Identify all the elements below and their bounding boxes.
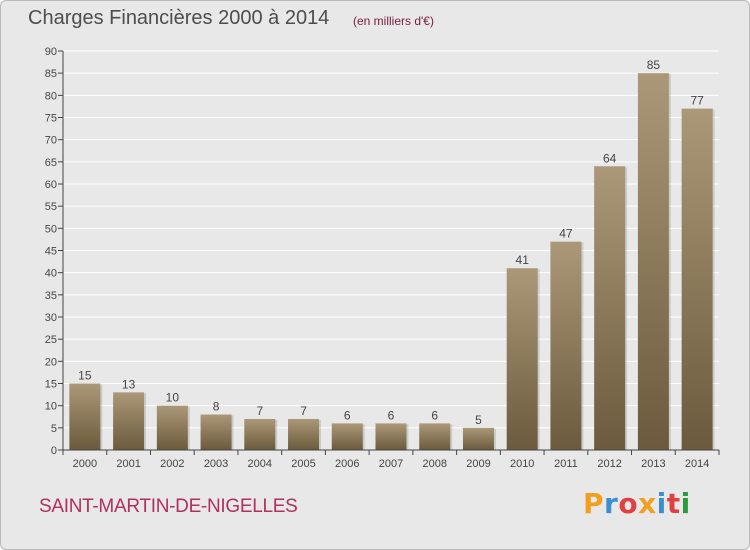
y-tick-label: 80	[45, 90, 57, 102]
brand-letter: r	[604, 487, 619, 520]
brand-letter: i	[656, 487, 667, 520]
bar-value-label: 85	[647, 58, 661, 72]
y-tick-label: 60	[45, 179, 57, 191]
x-tick-label: 2002	[160, 458, 184, 470]
bar-value-label: 77	[690, 94, 704, 108]
x-tick-label: 2009	[466, 458, 490, 470]
bar	[288, 418, 320, 450]
bar-value-label: 64	[603, 151, 617, 165]
x-tick-label: 2003	[204, 458, 228, 470]
bar	[113, 392, 145, 450]
bar	[156, 405, 188, 450]
bar	[462, 427, 494, 450]
bar-value-label: 6	[344, 408, 351, 422]
commune-name: SAINT-MARTIN-DE-NIGELLES	[39, 496, 298, 517]
y-tick-label: 0	[51, 445, 57, 457]
bar	[419, 423, 451, 450]
y-tick-label: 10	[45, 401, 57, 413]
bar	[681, 108, 713, 450]
x-tick-label: 2000	[73, 458, 97, 470]
brand-letter: x	[638, 487, 657, 520]
bar	[331, 423, 363, 450]
y-tick-label: 40	[45, 268, 57, 280]
bar-value-label: 10	[166, 391, 180, 405]
y-tick-label: 5	[51, 423, 57, 435]
bar-value-label: 7	[256, 404, 263, 418]
bar	[375, 423, 407, 450]
y-tick-label: 65	[45, 157, 57, 169]
chart-subtitle: (en milliers d'€)	[353, 14, 434, 28]
y-tick-label: 45	[45, 246, 57, 258]
bar	[550, 241, 582, 450]
brand-letter: P	[583, 487, 605, 520]
bar-value-label: 8	[213, 400, 220, 414]
bar	[637, 73, 669, 451]
brand-letter: t	[666, 487, 681, 520]
x-tick-label: 2007	[379, 458, 403, 470]
y-tick-label: 90	[45, 46, 57, 58]
x-tick-label: 2011	[554, 458, 578, 470]
x-tick-label: 2006	[335, 458, 359, 470]
y-tick-label: 15	[45, 379, 57, 391]
bar-value-label: 41	[516, 253, 530, 267]
y-tick-label: 70	[45, 135, 57, 147]
x-tick-label: 2008	[422, 458, 446, 470]
x-tick-label: 2004	[248, 458, 272, 470]
x-tick-label: 2001	[116, 458, 140, 470]
y-tick-label: 25	[45, 334, 57, 346]
brand-logo: Proxiti	[583, 487, 691, 520]
bar-value-label: 6	[431, 408, 438, 422]
bar	[200, 414, 232, 450]
brand-letter: i	[680, 487, 691, 520]
bar-value-label: 47	[559, 227, 573, 241]
x-tick-label: 2010	[510, 458, 534, 470]
bar-value-label: 6	[388, 408, 395, 422]
brand-letter: o	[618, 487, 639, 520]
x-tick-label: 2014	[685, 458, 709, 470]
bar	[69, 383, 101, 450]
bar-value-label: 5	[475, 413, 482, 427]
x-tick-label: 2012	[597, 458, 621, 470]
y-tick-label: 55	[45, 201, 57, 213]
y-tick-label: 85	[45, 68, 57, 80]
bar-value-label: 15	[78, 369, 92, 383]
bar-value-label: 13	[122, 377, 136, 391]
bar	[594, 166, 626, 450]
y-tick-label: 50	[45, 223, 57, 235]
chart-title: Charges Financières 2000 à 2014	[28, 7, 330, 29]
bar	[244, 418, 276, 450]
x-tick-label: 2005	[291, 458, 315, 470]
y-tick-label: 75	[45, 113, 57, 125]
y-tick-label: 20	[45, 356, 57, 368]
y-tick-label: 30	[45, 312, 57, 324]
bar	[506, 268, 538, 450]
y-axis: 0 5 10 15 20 25 30 35 40 45 50 55 60 65 70 75 80 85 90	[45, 46, 64, 457]
y-tick-label: 35	[45, 290, 57, 302]
x-axis: 2000 2001 2002 2003 2004 2005 2006 2007 2008 2009…	[62, 449, 720, 470]
bar-value-label: 7	[300, 404, 307, 418]
x-tick-label: 2013	[641, 458, 665, 470]
